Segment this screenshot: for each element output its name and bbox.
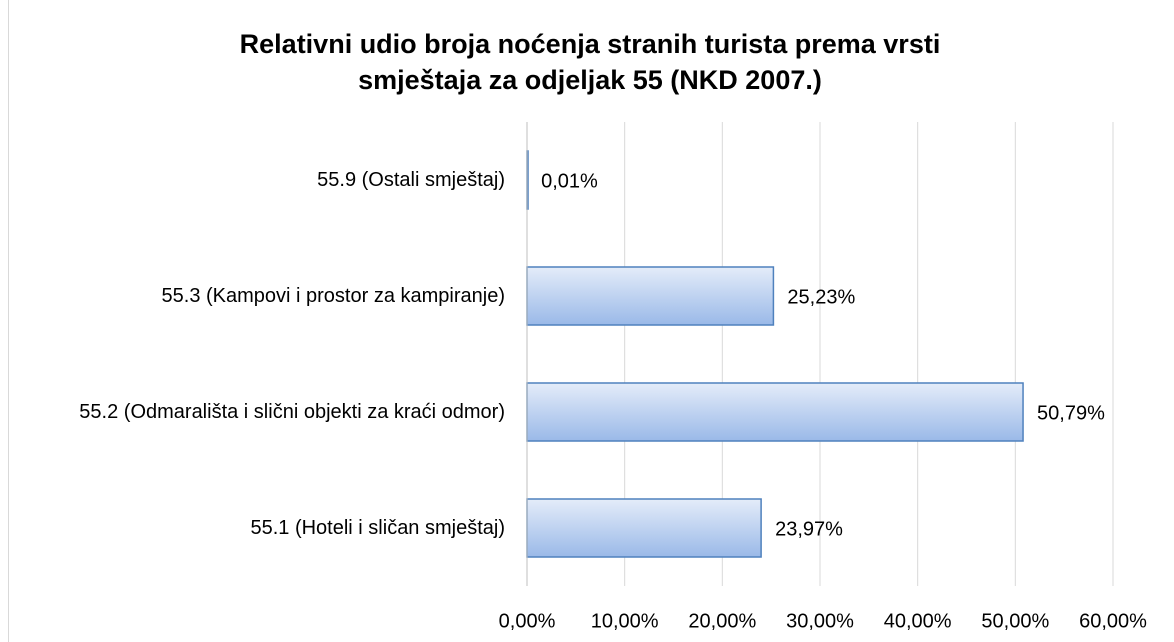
bar: [526, 382, 1024, 442]
x-tick-label: 60,00%: [1079, 610, 1147, 632]
y-tick-label: 55.3 (Kampovi i prostor za kampiranje): [161, 285, 505, 307]
value-label: 23,97%: [775, 518, 843, 540]
x-tick-label: 0,00%: [499, 610, 556, 632]
value-label: 0,01%: [541, 170, 598, 192]
bar: [526, 498, 762, 558]
value-label: 50,79%: [1037, 402, 1105, 424]
y-tick-label: 55.1 (Hoteli i sličan smještaj): [250, 517, 505, 539]
x-tick-label: 50,00%: [981, 610, 1049, 632]
bar: [526, 266, 775, 326]
x-tick-label: 20,00%: [688, 610, 756, 632]
y-tick-label: 55.2 (Odmarališta i slični objekti za kr…: [79, 401, 505, 423]
x-tick-label: 40,00%: [884, 610, 952, 632]
chart-title: Relativni udio broja noćenja stranih tur…: [239, 29, 941, 95]
y-tick-label: 55.9 (Ostali smještaj): [317, 169, 505, 191]
value-label: 25,23%: [787, 286, 855, 308]
x-tick-label: 10,00%: [591, 610, 659, 632]
x-tick-label: 30,00%: [786, 610, 854, 632]
